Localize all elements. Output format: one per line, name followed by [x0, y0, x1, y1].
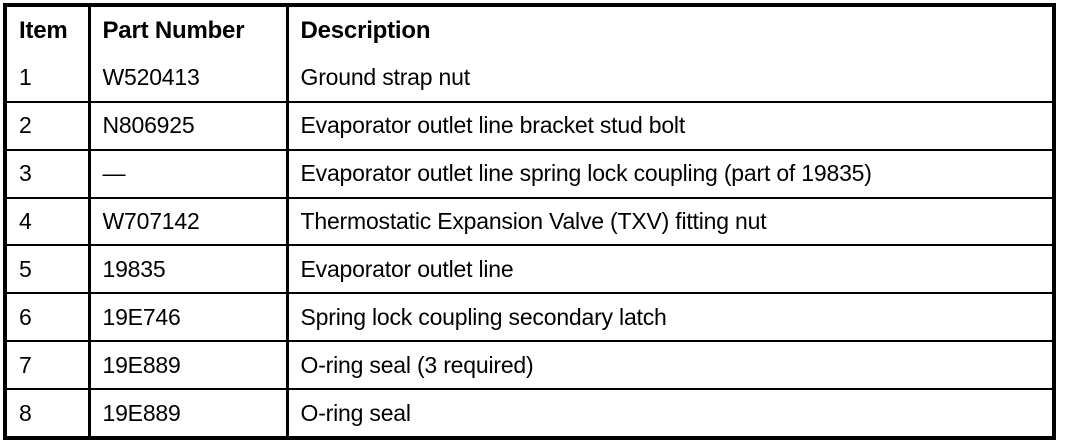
- table-body: 1 W520413 Ground strap nut 2 N806925 Eva…: [7, 55, 1052, 436]
- column-header-part-number: Part Number: [89, 7, 289, 55]
- cell-description: Evaporator outlet line bracket stud bolt: [287, 101, 1052, 151]
- cell-description: Spring lock coupling secondary latch: [287, 293, 1052, 343]
- cell-part-number: 19835: [89, 245, 289, 295]
- parts-table: Item Part Number Description 1 W520413 G…: [7, 7, 1052, 436]
- column-header-item: Item: [7, 7, 91, 55]
- table-row: 3 — Evaporator outlet line spring lock c…: [7, 149, 1052, 199]
- table-row: 6 19E746 Spring lock coupling secondary …: [7, 293, 1052, 343]
- cell-item: 3: [7, 149, 91, 199]
- cell-part-number: W520413: [89, 55, 289, 103]
- parts-table-frame: Item Part Number Description 1 W520413 G…: [3, 3, 1056, 440]
- cell-description: O-ring seal (3 required): [287, 341, 1052, 391]
- table-row: 8 19E889 O-ring seal: [7, 389, 1052, 436]
- cell-part-number: 19E889: [89, 341, 289, 391]
- cell-item: 8: [7, 389, 91, 436]
- cell-description: Evaporator outlet line: [287, 245, 1052, 295]
- cell-part-number: 19E746: [89, 293, 289, 343]
- table-row: 4 W707142 Thermostatic Expansion Valve (…: [7, 197, 1052, 247]
- column-header-description: Description: [287, 7, 1052, 55]
- cell-item: 5: [7, 245, 91, 295]
- cell-part-number: —: [89, 149, 289, 199]
- table-row: 7 19E889 O-ring seal (3 required): [7, 341, 1052, 391]
- cell-part-number: W707142: [89, 197, 289, 247]
- cell-description: Thermostatic Expansion Valve (TXV) fitti…: [287, 197, 1052, 247]
- cell-item: 1: [7, 55, 91, 103]
- cell-item: 6: [7, 293, 91, 343]
- table-row: 2 N806925 Evaporator outlet line bracket…: [7, 101, 1052, 151]
- cell-item: 2: [7, 101, 91, 151]
- table-row: 1 W520413 Ground strap nut: [7, 55, 1052, 103]
- table-header-row: Item Part Number Description: [7, 7, 1052, 55]
- cell-item: 4: [7, 197, 91, 247]
- cell-description: Ground strap nut: [287, 55, 1052, 103]
- cell-part-number: N806925: [89, 101, 289, 151]
- cell-description: O-ring seal: [287, 389, 1052, 436]
- table-row: 5 19835 Evaporator outlet line: [7, 245, 1052, 295]
- cell-description: Evaporator outlet line spring lock coupl…: [287, 149, 1052, 199]
- table-header: Item Part Number Description: [7, 7, 1052, 55]
- cell-item: 7: [7, 341, 91, 391]
- cell-part-number: 19E889: [89, 389, 289, 436]
